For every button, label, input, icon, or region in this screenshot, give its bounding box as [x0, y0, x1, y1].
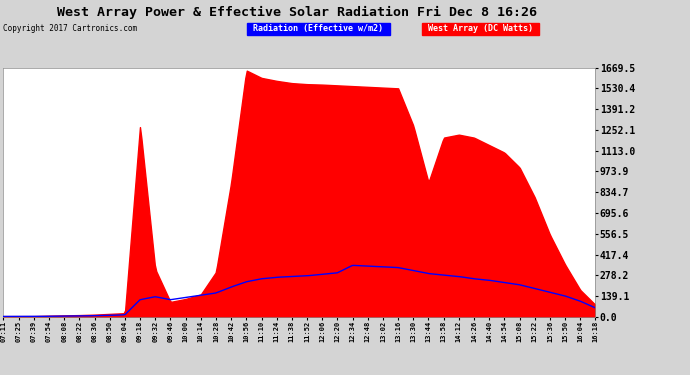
Text: West Array (DC Watts): West Array (DC Watts) — [423, 24, 538, 33]
Text: Radiation (Effective w/m2): Radiation (Effective w/m2) — [248, 24, 388, 33]
Text: Copyright 2017 Cartronics.com: Copyright 2017 Cartronics.com — [3, 24, 137, 33]
Text: West Array Power & Effective Solar Radiation Fri Dec 8 16:26: West Array Power & Effective Solar Radia… — [57, 6, 537, 19]
